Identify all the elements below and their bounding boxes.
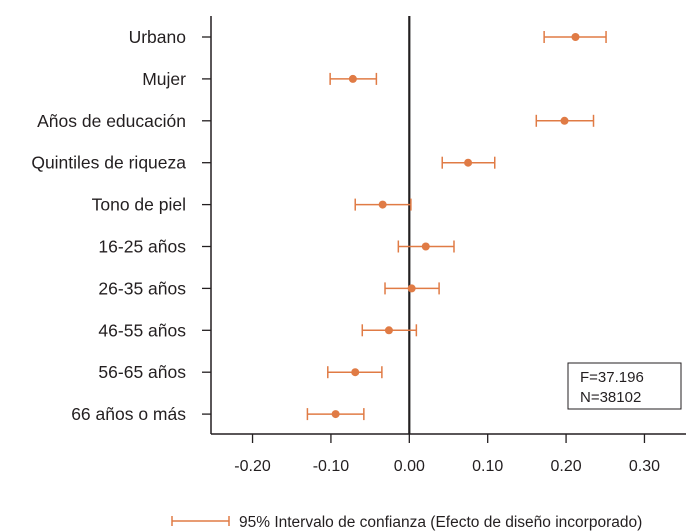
x-tick-label: 0.20 [551,458,582,475]
point-estimate [464,158,473,167]
x-tick-label: 0.30 [629,458,660,475]
category-label: Quintiles de riqueza [31,153,186,173]
point-estimate [384,326,393,335]
x-tick-label: 0.00 [394,458,425,475]
x-tick-labels: -0.20 -0.10 0.00 0.10 0.20 0.30 [234,458,660,475]
category-label: 16-25 años [98,237,186,257]
category-labels: Urbano Mujer Años de educación Quintiles de… [31,27,186,424]
category-label: Urbano [129,27,186,47]
point-estimate [348,74,357,83]
y-ticks [202,36,211,415]
category-label: Mujer [142,69,186,89]
point-estimate [560,116,569,125]
point-estimate [421,242,430,251]
point-estimate [331,410,340,419]
category-label: 66 años o más [71,404,186,424]
point-estimates [331,33,580,419]
legend-swatch [171,516,230,526]
x-ticks [251,434,646,443]
category-label: 26-35 años [98,278,186,298]
category-label: Años de educación [37,111,186,131]
x-tick-label: -0.10 [313,458,350,475]
category-label: 46-55 años [98,320,186,340]
point-estimate [571,33,580,41]
stats-box-frame [567,362,682,410]
category-label: Tono de piel [92,195,186,215]
legend: 95% Intervalo de confianza (Efecto de di… [171,514,642,531]
stats-box: F=37.196 N=38102 [567,362,682,410]
confidence-intervals [306,31,607,421]
x-tick-label: -0.20 [234,458,271,475]
point-estimate [351,368,360,377]
plot-area: Urbano Mujer Años de educación Quintiles de… [31,16,686,475]
x-tick-label: 0.10 [472,458,503,475]
point-estimate [407,284,416,293]
point-estimate [378,200,387,209]
legend-label: 95% Intervalo de confianza (Efecto de di… [239,514,642,531]
n-observations: N=38102 [580,389,641,406]
category-label: 56-65 años [98,362,186,382]
f-statistic: F=37.196 [580,369,644,386]
